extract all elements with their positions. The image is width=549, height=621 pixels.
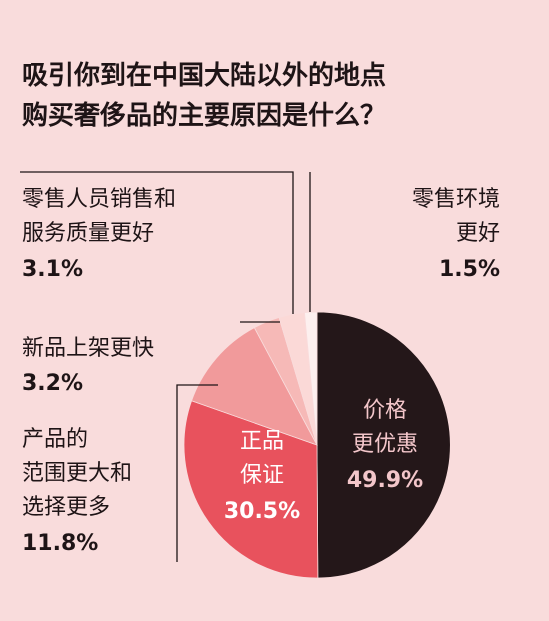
label-product-range-line-3: 选择更多: [22, 495, 110, 520]
label-better-price-value: 49.9%: [347, 468, 423, 493]
label-retail-environment-line-2: 更好: [456, 221, 500, 246]
label-new-arrivals-line-1: 新品上架更快: [22, 336, 154, 361]
label-authenticity: 正品 保证 30.5%: [224, 429, 300, 524]
label-service-quality-value: 3.1%: [22, 257, 83, 282]
label-retail-environment-value: 1.5%: [439, 257, 500, 282]
chart-title-line-1: 吸引你到在中国大陆以外的地点: [22, 60, 386, 91]
label-authenticity-line-2: 保证: [240, 463, 284, 488]
pie-slice-retail-environment: [304, 311, 318, 446]
label-retail-environment: 零售环境 更好 1.5%: [412, 187, 500, 282]
label-retail-environment-line-1: 零售环境: [412, 187, 500, 212]
label-better-price: 价格 更优惠 49.9%: [347, 398, 423, 493]
chart-title-line-2: 购买奢侈品的主要原因是什么？: [22, 100, 386, 131]
pie-slice-better-price: [316, 311, 451, 579]
label-service-quality-line-1: 零售人员销售和: [22, 187, 176, 212]
label-product-range: 产品的 范围更大和 选择更多 11.8%: [22, 427, 132, 556]
label-authenticity-value: 30.5%: [224, 499, 300, 524]
label-product-range-value: 11.8%: [22, 531, 98, 556]
pie-slices: [183, 311, 451, 579]
label-better-price-line-2: 更优惠: [352, 432, 418, 457]
label-product-range-line-1: 产品的: [22, 427, 88, 452]
leader-line-product-range: [176, 384, 218, 562]
label-service-quality: 零售人员销售和 服务质量更好 3.1%: [22, 187, 176, 282]
leader-line-service-quality: [20, 171, 294, 314]
label-product-range-line-2: 范围更大和: [22, 461, 132, 486]
pie-slice-product-range: [191, 327, 318, 446]
leader-lines: [20, 171, 311, 562]
label-new-arrivals: 新品上架更快 3.2%: [22, 336, 154, 396]
pie-slice-authenticity: [183, 400, 319, 579]
label-service-quality-line-2: 服务质量更好: [22, 221, 154, 246]
label-new-arrivals-value: 3.2%: [22, 371, 83, 396]
label-better-price-line-1: 价格: [363, 398, 407, 423]
label-authenticity-line-1: 正品: [240, 429, 284, 454]
